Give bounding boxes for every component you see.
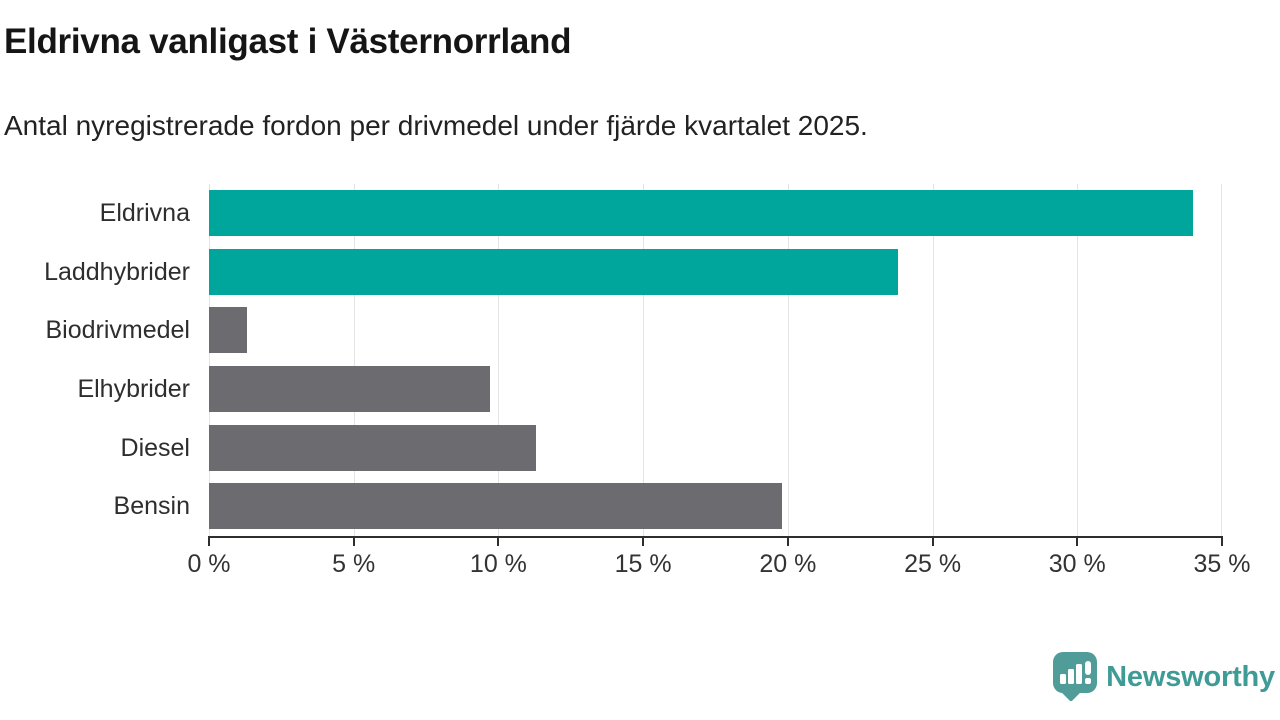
chart-subtitle: Antal nyregistrerade fordon per drivmede… bbox=[4, 110, 868, 141]
x-axis-tick-label: 20 % bbox=[759, 550, 817, 578]
x-axis-tick-mark bbox=[642, 536, 645, 546]
x-axis-tick-label: 15 % bbox=[614, 550, 672, 578]
logo-mini-bar-2 bbox=[1068, 669, 1075, 684]
x-axis-tick-label: 25 % bbox=[904, 550, 962, 578]
gridline bbox=[1077, 184, 1079, 536]
category-label-diesel: Diesel bbox=[120, 433, 190, 462]
x-axis: 0 % 5 % 10 % 15 % 20 % 25 % 30 % 35 % bbox=[187, 536, 1250, 596]
y-axis-category-labels: Eldrivna Laddhybrider Biodrivmedel Elhybrid… bbox=[0, 184, 190, 536]
category-label-biodrivmedel: Biodrivmedel bbox=[45, 316, 190, 345]
gridline bbox=[209, 184, 210, 536]
x-axis-tick-label: 5 % bbox=[332, 550, 376, 578]
newsworthy-logo: Newsworthy bbox=[1053, 652, 1275, 702]
gridline bbox=[643, 184, 645, 536]
gridline bbox=[498, 184, 500, 536]
logo-exclamation-dot bbox=[1085, 678, 1092, 684]
category-label-laddhybrider: Laddhybrider bbox=[44, 257, 190, 286]
logo-exclamation-body bbox=[1085, 661, 1092, 675]
bar-laddhybrider bbox=[209, 248, 898, 295]
bar-bensin bbox=[209, 483, 783, 530]
bar-biodrivmedel bbox=[209, 307, 247, 354]
x-axis-tick-mark bbox=[208, 536, 210, 546]
x-axis-tick-label: 35 % bbox=[1193, 550, 1251, 578]
x-axis-tick-mark bbox=[931, 536, 934, 546]
x-axis-tick-mark bbox=[1221, 536, 1223, 546]
logo-mini-bar-1 bbox=[1060, 674, 1067, 684]
plot-area bbox=[209, 184, 1222, 538]
bar-eldrivna bbox=[209, 190, 1194, 236]
x-axis-tick-label: 0 % bbox=[187, 550, 231, 578]
gridline bbox=[787, 184, 789, 536]
category-label-elhybrider: Elhybrider bbox=[77, 374, 190, 403]
bar-elhybrider bbox=[209, 365, 490, 412]
newsworthy-logo-text: Newsworthy bbox=[1106, 660, 1275, 693]
x-axis-tick-mark bbox=[497, 536, 500, 546]
x-axis-tick-mark bbox=[1076, 536, 1079, 546]
x-axis-tick-label: 10 % bbox=[469, 550, 527, 578]
category-label-eldrivna: Eldrivna bbox=[99, 199, 190, 227]
x-axis-tick-label: 30 % bbox=[1048, 550, 1106, 578]
bar-diesel bbox=[209, 424, 537, 471]
gridline bbox=[932, 184, 934, 536]
x-axis-tick-mark bbox=[352, 536, 355, 546]
category-label-bensin: Bensin bbox=[113, 492, 190, 521]
gridline bbox=[353, 184, 355, 536]
x-axis-tick-mark bbox=[786, 536, 789, 546]
gridline bbox=[1221, 184, 1222, 536]
chart-title: Eldrivna vanligast i Västernorrland bbox=[4, 22, 572, 61]
logo-mini-bar-3 bbox=[1076, 664, 1083, 684]
newsworthy-speech-bubble-barchart-icon bbox=[1053, 652, 1098, 702]
